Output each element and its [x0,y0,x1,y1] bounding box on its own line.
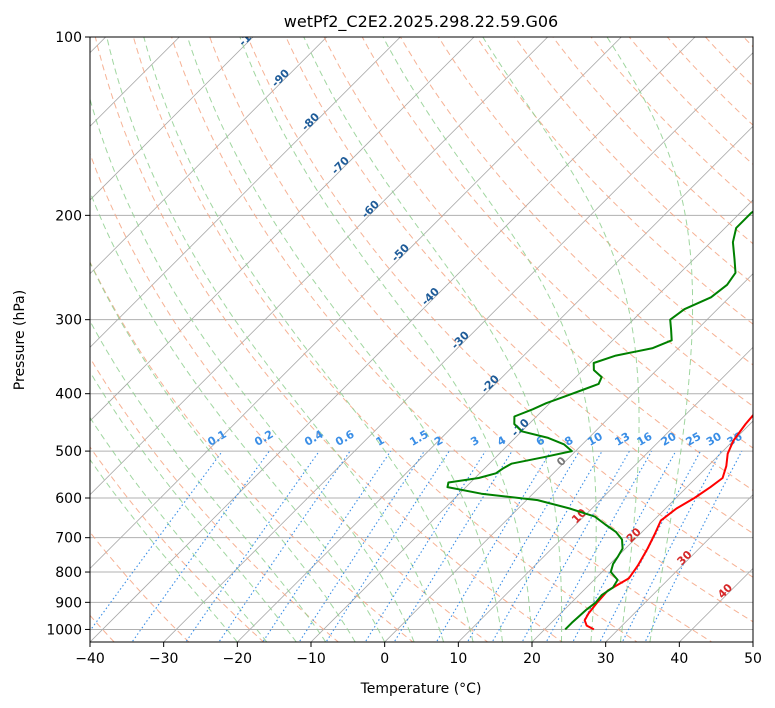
isotherm-line [163,52,753,642]
dry-adiabat-line [90,446,265,642]
dry-adiabat-line [171,37,713,642]
x-tick-label: −30 [149,651,179,667]
x-tick-label: 0 [380,651,389,667]
isotherm-line [531,420,753,642]
x-tick-label: 20 [523,651,541,667]
isotherm-line [90,37,401,348]
mixing-ratio-line [325,450,450,642]
y-tick-label: 1000 [46,622,82,638]
moist-adiabat-line [187,37,503,642]
dry-adiabat-line [90,152,489,642]
mixing-ratio-line [218,450,351,642]
y-tick-label: 400 [55,387,82,403]
mixing-ratio-line [393,450,513,642]
moist-adiabat-line [90,190,386,642]
y-tick-label: 800 [55,565,82,581]
dry-adiabat-line [90,356,340,642]
isotherm-line [90,37,549,496]
mixing-ratio-line [262,450,392,642]
mixing-ratio-line [599,450,701,642]
dry-adiabat-line [94,37,564,642]
isotherm-line [90,37,622,569]
isotherm-line [90,37,328,275]
dry-adiabat-line [285,37,753,535]
isotherm-line [90,37,254,201]
dry-adiabat-line [399,37,753,407]
x-tick-label: 10 [449,651,467,667]
x-tick-label: −20 [223,651,253,667]
isotherm-line [605,494,753,642]
moist-adiabat-line [143,37,474,642]
chart-title: wetPf2_C2E2.2025.298.22.59.G06 [284,12,558,32]
moist-adiabat-line [606,37,694,642]
x-tick-label: 40 [670,651,688,667]
moist-adiabat-line [90,370,297,642]
isotherm-line [90,37,475,422]
x-tick-label: −40 [75,651,105,667]
y-tick-label: 100 [55,30,82,46]
isotherm-line [90,37,180,127]
moist-adiabat-line [90,458,238,642]
y-tick-label: 700 [55,531,82,547]
background-lines [90,37,753,642]
moist-adiabat-line [482,37,640,642]
dry-adiabat-line [247,37,753,578]
mixing-ratio-line [131,450,270,642]
y-tick-label: 300 [55,313,82,329]
x-tick-label: 30 [597,651,615,667]
y-tick-label: 600 [55,491,82,507]
mixing-ratio-line [298,450,425,642]
moist-adiabat-line [382,37,597,642]
x-tick-label: −10 [296,651,326,667]
axes: −40 −30 −20 −10 0 10 20 30 40 50 1000 900 800 700 600 5… [46,30,762,667]
profile-lines [446,210,753,631]
dry-adiabat-line [361,37,753,449]
mixing-ratio-line [364,450,486,642]
temperature-line [583,413,753,631]
moist-adiabat-line [90,97,415,642]
mixing-ratio-line [90,450,223,632]
x-axis-label: Temperature (°C) [360,681,482,697]
moist-adiabat-line [303,37,563,642]
isotherm-line [90,37,696,642]
dry-adiabat-line [132,37,638,642]
mixing-ratio-line [466,450,580,642]
dry-adiabat-line [437,37,753,366]
isotherm-line [384,273,753,642]
y-tick-label: 900 [55,595,82,611]
moist-adiabat-line [90,261,356,642]
y-axis-label: Pressure (hPa) [12,290,28,390]
mixing-ratio-line [621,450,722,642]
isotherm-line [236,125,753,642]
dry-adiabat-label: -100 [236,20,265,49]
y-tick-label: 200 [55,208,82,224]
x-tick-label: 50 [744,651,762,667]
moist-adiabat-line [90,320,327,642]
isotherm-line [457,346,753,642]
moist-adiabat-line [106,37,445,642]
plot-frame [89,36,754,643]
dewpoint-line [446,210,753,631]
dry-adiabat-line [323,37,753,492]
moist-adiabat-line [239,37,533,642]
dry-adiabat-line [209,37,753,623]
mixing-ratio-line [185,450,320,642]
isotherm-line [310,199,753,642]
moist-adiabat-line [90,416,268,642]
y-tick-label: 500 [55,444,82,460]
